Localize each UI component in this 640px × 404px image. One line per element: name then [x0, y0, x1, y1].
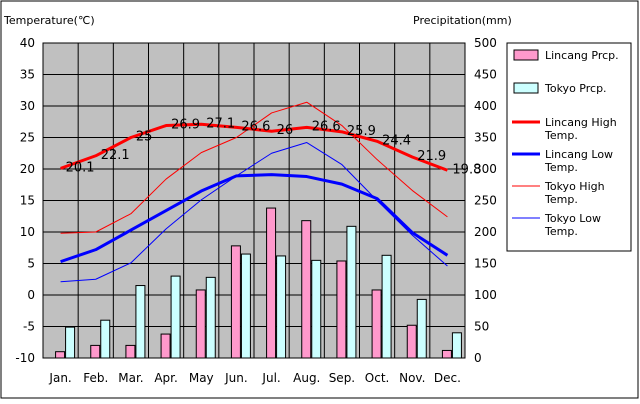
bar-tokyo-prcp-2	[135, 285, 146, 359]
bar-lincang-prcp-0	[55, 351, 66, 359]
line-tokyo-high-temp-	[60, 101, 448, 234]
right-tick-label-5: 250	[474, 194, 497, 208]
bar-lincang-prcp-1	[90, 344, 101, 359]
x-tick-label-2: Mar.	[118, 371, 143, 385]
left-tick-label-2: 0	[27, 288, 35, 302]
right-tick-label-6: 300	[474, 162, 497, 176]
left-axis-title: Temperature(℃)	[3, 14, 95, 27]
bar-tokyo-prcp-6	[276, 255, 287, 359]
x-tick-label-1: Feb.	[83, 371, 108, 385]
bars-layer	[55, 207, 462, 359]
axes-layer: -10-505101520253035400501001502002503003…	[15, 36, 497, 385]
x-tick-label-9: Oct.	[365, 371, 390, 385]
bar-lincang-prcp-2	[125, 344, 136, 359]
legend-label-line-3: Tokyo Low Temp.	[544, 212, 601, 238]
right-tick-label-10: 500	[474, 36, 497, 50]
data-label-11: 19.8	[452, 162, 481, 177]
grid-lines	[43, 43, 465, 358]
x-tick-label-6: Jul.	[261, 371, 280, 385]
x-tick-label-4: May	[189, 371, 214, 385]
left-tick-label-8: 30	[20, 99, 35, 113]
legend-label-line-2: Tokyo High Temp.	[544, 180, 605, 206]
left-tick-label-3: 5	[27, 257, 35, 271]
bar-lincang-prcp-4	[195, 289, 206, 359]
legend-label-line-1: Lincang Low Temp.	[544, 148, 613, 174]
left-tick-label-4: 10	[20, 225, 35, 239]
bar-lincang-prcp-3	[160, 333, 171, 359]
right-axis-title: Precipitation(mm)	[413, 14, 512, 27]
data-labels-layer: 20.1 22.1 25 26.9 27.1 26.6 26 26.6 25.9 24.4 21.9…	[66, 116, 482, 177]
bar-tokyo-prcp-0	[65, 326, 76, 359]
legend-swatch-bar-0	[513, 49, 539, 61]
left-tick-label-7: 25	[20, 131, 35, 145]
right-tick-label-8: 400	[474, 99, 497, 113]
data-label-6: 26	[277, 123, 294, 138]
bar-lincang-prcp-9	[371, 289, 382, 359]
data-label-10: 21.9	[417, 149, 446, 164]
data-label-2: 25	[136, 130, 153, 145]
x-tick-label-7: Aug.	[293, 371, 320, 385]
right-tick-label-0: 0	[474, 351, 482, 365]
line-lincang-high-temp-	[60, 122, 448, 172]
left-tick-label-9: 35	[20, 68, 35, 82]
bar-lincang-prcp-8	[336, 260, 347, 359]
bar-lincang-prcp-7	[301, 220, 312, 359]
bar-tokyo-prcp-3	[170, 275, 181, 359]
bar-tokyo-prcp-4	[205, 276, 216, 359]
legend-swatch-bar-1	[513, 82, 539, 94]
right-tick-label-1: 50	[474, 320, 489, 334]
bar-tokyo-prcp-1	[100, 319, 111, 359]
data-label-9: 24.4	[382, 133, 411, 148]
bar-lincang-prcp-11	[441, 349, 452, 359]
x-tick-label-5: Jun.	[224, 371, 248, 385]
data-label-0: 20.1	[66, 160, 95, 175]
right-tick-label-4: 200	[474, 225, 497, 239]
bar-tokyo-prcp-9	[381, 254, 392, 359]
x-tick-label-10: Nov.	[399, 371, 425, 385]
data-label-7: 26.6	[312, 119, 341, 134]
legend-label-line-0: Lincang High Temp.	[544, 116, 617, 142]
bar-lincang-prcp-10	[406, 324, 417, 359]
lines-layer	[60, 101, 449, 283]
left-tick-label-5: 15	[20, 194, 35, 208]
legend: Lincang Prcp. Tokyo Prcp. Lincang High Temp…	[506, 42, 632, 252]
legend-label-bar-0: Lincang Prcp.	[545, 49, 619, 62]
bar-tokyo-prcp-5	[240, 253, 251, 359]
x-tick-label-0: Jan.	[48, 371, 71, 385]
left-tick-label-10: 40	[20, 36, 35, 50]
right-tick-label-2: 100	[474, 288, 497, 302]
bar-lincang-prcp-5	[230, 245, 241, 359]
left-tick-label-6: 20	[20, 162, 35, 176]
data-label-3: 26.9	[171, 118, 200, 133]
x-tick-label-3: Apr.	[154, 371, 177, 385]
legend-label-bar-1: Tokyo Prcp.	[544, 82, 607, 95]
bar-tokyo-prcp-8	[346, 225, 357, 359]
line-tokyo-low-temp-	[60, 142, 448, 283]
right-tick-label-9: 450	[474, 68, 497, 82]
left-tick-label-0: -10	[15, 351, 35, 365]
bar-tokyo-prcp-11	[451, 332, 462, 359]
data-label-1: 22.1	[101, 148, 130, 163]
left-tick-label-1: -5	[23, 320, 35, 334]
bar-lincang-prcp-6	[266, 207, 277, 359]
data-label-4: 27.1	[206, 116, 235, 131]
data-label-5: 26.6	[241, 119, 270, 134]
data-label-8: 25.9	[347, 124, 376, 139]
x-tick-label-8: Sep.	[329, 371, 355, 385]
line-lincang-low-temp-	[60, 173, 449, 264]
x-tick-label-11: Dec.	[434, 371, 461, 385]
bar-tokyo-prcp-10	[416, 298, 427, 359]
right-tick-label-3: 150	[474, 257, 497, 271]
legend-box	[506, 42, 632, 252]
right-tick-label-7: 350	[474, 131, 497, 145]
bar-tokyo-prcp-7	[311, 259, 322, 359]
